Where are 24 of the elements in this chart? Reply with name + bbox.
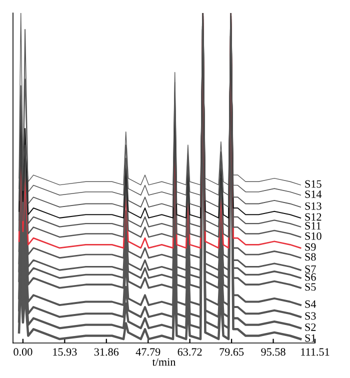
series-label: S15	[305, 180, 322, 188]
series-label: S3	[305, 312, 316, 320]
x-tick-label: 31.86	[94, 348, 119, 356]
series-label: S4	[305, 300, 316, 308]
x-tick-label: 95.58	[261, 348, 286, 356]
series-label: S9	[305, 243, 316, 251]
x-tick-label: 111.51	[301, 348, 330, 356]
series-label: S6	[305, 273, 316, 281]
x-tick-label: 15.93	[53, 348, 77, 356]
series-label: S12	[305, 213, 322, 221]
series-label: S11	[305, 222, 321, 230]
series-label: S13	[305, 202, 322, 210]
series-label: S10	[305, 232, 322, 240]
series-label: S2	[305, 323, 316, 331]
x-tick-label: 0.00	[14, 348, 32, 356]
x-tick-label: 63.72	[178, 348, 202, 356]
x-tick-label: 79.65	[220, 348, 244, 356]
x-axis-title: t/min	[152, 358, 176, 366]
series-label: S8	[305, 253, 316, 261]
x-tick-label: 47.79	[136, 348, 160, 356]
series-label: S14	[305, 190, 322, 198]
series-label: S1	[305, 334, 316, 342]
series-label: S5	[305, 283, 316, 291]
series-label: S7	[305, 265, 316, 273]
